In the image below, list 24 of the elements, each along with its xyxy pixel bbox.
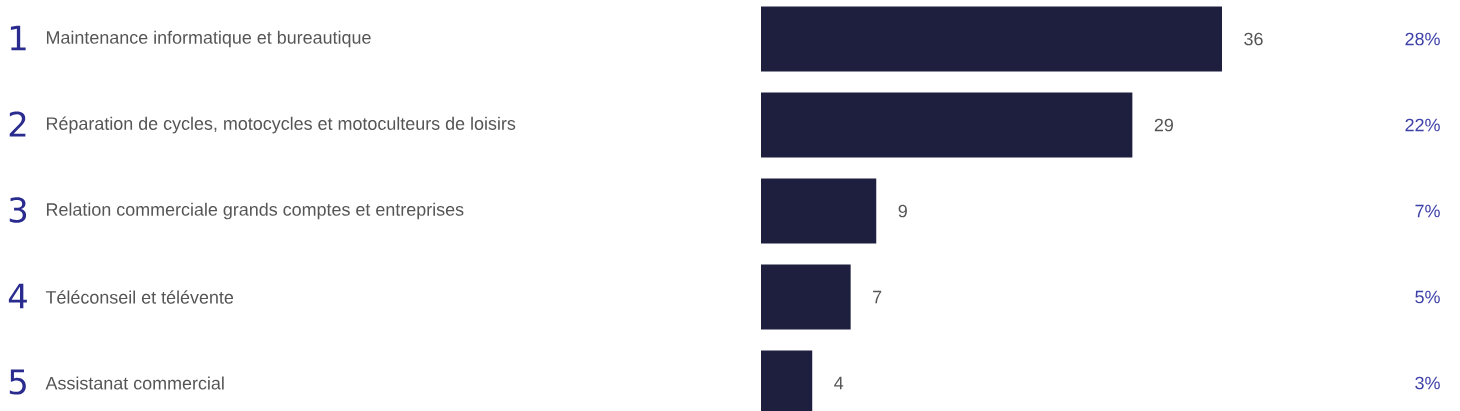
text: 7% [1415,204,1440,218]
bar [761,178,877,244]
text: 5% [1415,290,1440,304]
text: 3% [1415,376,1440,390]
y-tick-label: Téléconseil et télévente [45,290,234,304]
text: 28% [1405,32,1440,46]
data-label: 4 [834,376,844,390]
text: 22% [1405,118,1440,132]
bar [761,92,1133,158]
text: 4 [8,283,27,309]
y-tick-label: Réparation de cycles, motocycles et motoculteurs de loisirs [46,116,516,134]
bar [761,6,1222,72]
y-tick-label: Assistanat commercial [45,376,224,390]
text: 3 [9,197,27,223]
data-label: 9 [898,204,907,218]
y-tick-label: Relation commerciale grands comptes et entreprises [46,202,464,220]
data-label: 36 [1244,32,1263,46]
text: 2 [9,111,26,137]
bar [761,264,851,330]
y-tick-label: Maintenance informatique et bureautique [46,30,371,48]
text: 1 [10,25,26,51]
data-label: 29 [1154,118,1173,132]
text: 5 [9,369,26,395]
data-label: 7 [873,290,882,304]
